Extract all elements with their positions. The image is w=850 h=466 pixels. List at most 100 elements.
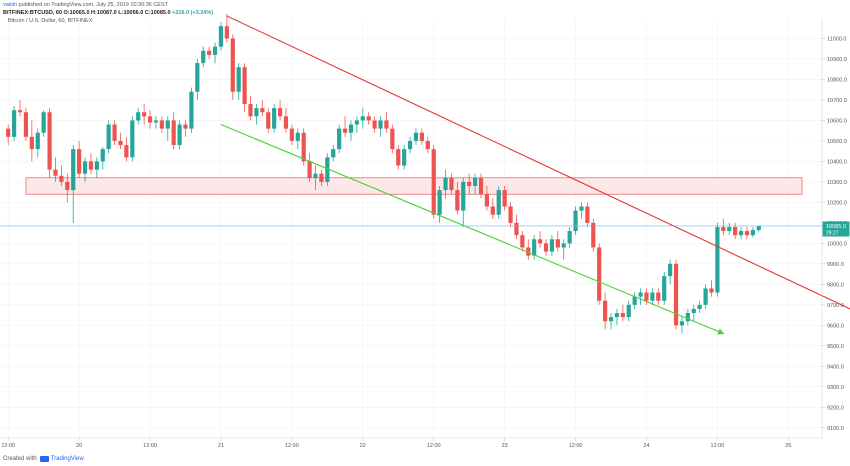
candle[interactable]	[201, 46, 206, 68]
candle[interactable]	[319, 169, 324, 186]
candle[interactable]	[573, 206, 578, 236]
candle[interactable]	[449, 173, 454, 195]
candle[interactable]	[372, 116, 377, 133]
candle[interactable]	[431, 145, 436, 219]
trend-line-support[interactable]	[220, 124, 725, 335]
candle[interactable]	[721, 218, 726, 236]
candle[interactable]	[514, 214, 519, 240]
candle[interactable]	[738, 226, 744, 240]
candle[interactable]	[756, 225, 761, 232]
candle[interactable]	[407, 136, 413, 154]
candle[interactable]	[207, 46, 212, 59]
candle[interactable]	[366, 112, 371, 125]
candle[interactable]	[124, 136, 129, 162]
candle[interactable]	[159, 116, 164, 133]
candle[interactable]	[100, 147, 105, 170]
candle[interactable]	[94, 157, 99, 178]
candle[interactable]	[715, 222, 720, 297]
candle[interactable]	[71, 145, 76, 223]
candle[interactable]	[567, 226, 572, 248]
candle[interactable]	[147, 110, 153, 129]
candle[interactable]	[230, 34, 235, 100]
candle[interactable]	[478, 173, 484, 199]
trend-line-resistance[interactable]	[226, 15, 850, 344]
candle[interactable]	[53, 157, 58, 182]
candle[interactable]	[337, 124, 342, 154]
candle[interactable]	[17, 99, 23, 117]
candle[interactable]	[419, 128, 424, 146]
candle[interactable]	[277, 99, 283, 121]
candle[interactable]	[443, 169, 448, 199]
candle[interactable]	[360, 108, 365, 129]
candle[interactable]	[413, 128, 419, 146]
author-link[interactable]: vakiin	[3, 2, 18, 8]
candle[interactable]	[402, 145, 407, 170]
candle[interactable]	[390, 124, 395, 154]
candle[interactable]	[171, 112, 176, 150]
candle[interactable]	[325, 153, 330, 186]
candle[interactable]	[650, 288, 655, 305]
candle[interactable]	[744, 226, 750, 240]
tradingview-link[interactable]: TradingView	[50, 456, 84, 462]
candle[interactable]	[354, 116, 359, 133]
candle[interactable]	[549, 235, 555, 256]
candle[interactable]	[384, 112, 389, 133]
candle[interactable]	[750, 226, 755, 238]
candle[interactable]	[41, 110, 46, 137]
candle[interactable]	[626, 300, 631, 322]
candle[interactable]	[378, 116, 383, 137]
candle[interactable]	[112, 120, 117, 146]
candle[interactable]	[313, 165, 318, 191]
candle[interactable]	[348, 120, 354, 141]
candle[interactable]	[272, 104, 277, 133]
candle[interactable]	[673, 259, 679, 330]
candle[interactable]	[195, 58, 200, 100]
candle[interactable]	[224, 13, 229, 43]
candle[interactable]	[425, 136, 430, 154]
candle[interactable]	[12, 106, 17, 141]
candle[interactable]	[591, 218, 596, 252]
candle[interactable]	[555, 231, 560, 252]
candle[interactable]	[248, 95, 253, 121]
candle[interactable]	[189, 87, 194, 133]
candle[interactable]	[561, 239, 566, 260]
candle[interactable]	[183, 120, 188, 137]
candle[interactable]	[520, 231, 525, 252]
candle[interactable]	[6, 124, 11, 146]
candle[interactable]	[662, 272, 667, 305]
candle[interactable]	[236, 63, 241, 100]
support-resistance-zone[interactable]	[25, 177, 803, 195]
candle[interactable]	[23, 108, 29, 141]
candle[interactable]	[35, 128, 40, 158]
candle[interactable]	[703, 284, 708, 309]
candle[interactable]	[142, 104, 147, 125]
candle[interactable]	[88, 153, 94, 174]
candle[interactable]	[77, 140, 82, 178]
candle[interactable]	[502, 186, 507, 211]
candle[interactable]	[289, 124, 294, 146]
candle[interactable]	[295, 128, 300, 150]
candle[interactable]	[437, 186, 442, 223]
candle[interactable]	[331, 145, 336, 162]
candle[interactable]	[455, 181, 460, 215]
candle[interactable]	[65, 173, 70, 203]
candle[interactable]	[130, 116, 135, 162]
candle[interactable]	[242, 63, 247, 113]
candle[interactable]	[136, 108, 141, 125]
candle[interactable]	[668, 259, 673, 285]
candle[interactable]	[496, 186, 501, 219]
candle[interactable]	[342, 116, 348, 137]
candle[interactable]	[467, 173, 472, 195]
candle[interactable]	[709, 280, 714, 297]
candle[interactable]	[461, 177, 466, 227]
candle[interactable]	[82, 157, 88, 182]
candle[interactable]	[472, 173, 478, 195]
candle[interactable]	[638, 288, 643, 305]
candle[interactable]	[585, 202, 590, 227]
candle[interactable]	[597, 243, 602, 305]
candle[interactable]	[532, 235, 537, 260]
candle[interactable]	[538, 231, 543, 248]
candle[interactable]	[29, 120, 34, 162]
candle[interactable]	[679, 317, 685, 334]
